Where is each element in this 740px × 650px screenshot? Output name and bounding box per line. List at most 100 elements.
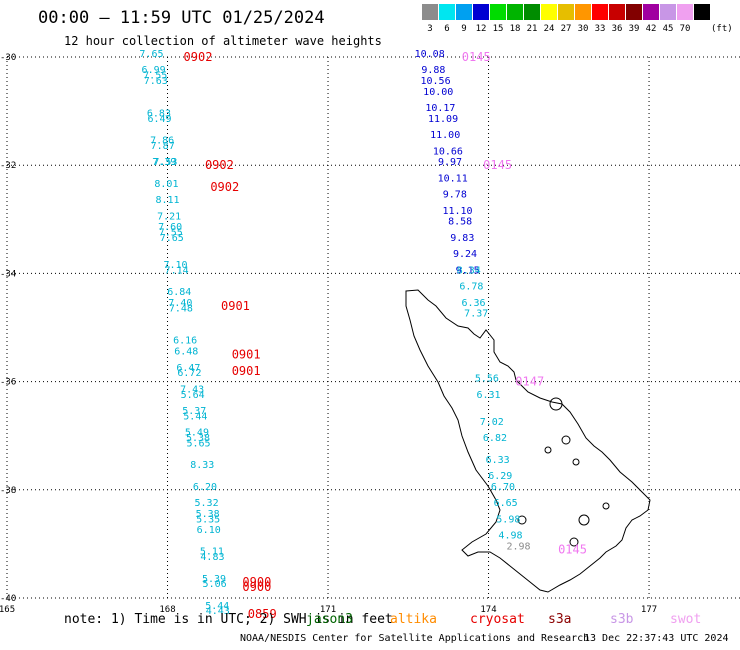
- wave-height-value: 2.98: [506, 541, 530, 552]
- colorbar-label: 36: [611, 24, 623, 34]
- colorbar-unit: (ft): [711, 24, 733, 34]
- colorbar-label: 24: [543, 24, 555, 34]
- wave-height-value: 5.56: [475, 374, 499, 385]
- pass-time-label: 0900: [242, 575, 271, 589]
- wave-height-value: 7.39: [152, 157, 176, 168]
- colorbar-swatch: [473, 4, 489, 20]
- x-tick-label: 171: [320, 605, 336, 615]
- wave-height-value: 5.11: [200, 547, 224, 558]
- wave-height-value: 9.15: [456, 265, 480, 276]
- wave-height-value: 9.83: [450, 233, 474, 244]
- wave-height-value: 6.47: [176, 363, 200, 374]
- wave-height-value: 5.06: [203, 579, 227, 590]
- wave-height-value: 6.49: [147, 114, 171, 125]
- wave-height-value: 7.37: [464, 309, 488, 320]
- coastline: [405, 289, 651, 593]
- wave-height-value: 6.83: [147, 109, 171, 120]
- wave-height-value: 6.31: [476, 390, 500, 401]
- colorbar-swatch: [609, 4, 625, 20]
- footer-source: NOAA/NESDIS Center for Satellite Applica…: [240, 633, 590, 644]
- wave-height-value: 10.11: [438, 173, 468, 184]
- island: [561, 435, 571, 445]
- wave-height-value: 7.02: [480, 417, 504, 428]
- wave-height-value: 10.56: [421, 76, 451, 87]
- new-zealand-coastline: [405, 289, 651, 593]
- colorbar-label: 39: [628, 24, 640, 34]
- pass-time-label: 0901: [232, 348, 261, 362]
- colorbar-swatch: [558, 4, 574, 20]
- wave-height-value: 8.33: [190, 460, 214, 471]
- wave-height-value: 5.44: [183, 411, 207, 422]
- colorbar-swatch: [677, 4, 693, 20]
- island: [544, 446, 552, 454]
- island: [578, 514, 590, 526]
- wave-height-value: 6.99: [142, 65, 166, 76]
- wave-height-value: 5.98: [496, 514, 520, 525]
- colorbar-label: 6: [444, 24, 450, 34]
- sat-label-altika: altika: [390, 612, 437, 627]
- footer-timestamp: 13 Dec 22:37:43 UTC 2024: [584, 633, 729, 644]
- y-tick-label: -32: [0, 161, 16, 171]
- wave-height-value: 6.65: [494, 498, 518, 509]
- pass-time-label: 0147: [515, 375, 544, 389]
- wave-height-value: 6.36: [462, 298, 486, 309]
- y-tick-label: -34: [0, 269, 16, 279]
- island: [602, 502, 610, 510]
- colorbar-swatch: [575, 4, 591, 20]
- colorbar-swatch: [626, 4, 642, 20]
- wave-height-value: 7.40: [168, 298, 192, 309]
- colorbar-label: 21: [526, 24, 538, 34]
- wave-height-value: 6.78: [459, 282, 483, 293]
- colorbar-label: 3: [427, 24, 433, 34]
- wave-height-value: 4.98: [498, 530, 522, 541]
- sat-label-cryosat: cryosat: [470, 612, 525, 627]
- wave-height-value: 6.16: [173, 336, 197, 347]
- y-tick-label: -38: [0, 486, 16, 496]
- colorbar-label: 18: [509, 24, 521, 34]
- wave-height-value: 7.53: [153, 157, 177, 168]
- colorbar-swatch: [524, 4, 540, 20]
- sat-label-swot: swot: [670, 612, 702, 627]
- colorbar-label: 27: [560, 24, 572, 34]
- colorbar-label: 12: [475, 24, 487, 34]
- colorbar-label: 9: [461, 24, 467, 34]
- wave-height-value: 7.14: [165, 265, 189, 276]
- wave-height-value: 5.32: [195, 498, 219, 509]
- wave-height-value: 5.38: [196, 509, 220, 520]
- island: [517, 515, 527, 525]
- wave-height-value: 6.20: [193, 482, 217, 493]
- colorbar-swatch: [541, 4, 557, 20]
- wave-height-value: 6.72: [177, 368, 201, 379]
- wave-height-value: 7.10: [163, 260, 187, 271]
- sat-label-s3a: s3a: [548, 612, 572, 627]
- wave-height-value: 6.82: [483, 433, 507, 444]
- wave-height-value: 5.49: [185, 428, 209, 439]
- wave-height-value: 4.83: [200, 552, 224, 563]
- chart-title: 00:00 – 11:59 UTC 01/25/2024: [38, 8, 325, 28]
- wave-height-value: 5.44: [205, 601, 229, 612]
- colorbar-label: 45: [662, 24, 674, 34]
- wave-height-value: 7.55: [143, 71, 167, 82]
- colorbar-label: 30: [577, 24, 589, 34]
- wave-height-value: 10.08: [415, 49, 445, 60]
- wave-height-value: 11.00: [430, 130, 460, 141]
- x-tick-label: 177: [641, 605, 657, 615]
- wave-height-value: 4.43: [206, 606, 230, 617]
- wave-height-value: 8.01: [154, 179, 178, 190]
- axes: 165 168 171 174 177 -30 -32 -34 -36 -38 -40: [0, 53, 657, 615]
- wave-height-value: 5.64: [181, 390, 205, 401]
- colorbar-swatch: [507, 4, 523, 20]
- wave-height-value: 9.97: [438, 157, 462, 168]
- wave-height-value: 7.60: [158, 222, 182, 233]
- wave-height-value: 5.38: [186, 433, 210, 444]
- grid-lines: [6, 56, 740, 599]
- wave-height-value: 7.43: [180, 384, 204, 395]
- pass-time-label: 0902: [210, 180, 239, 194]
- wave-height-value: 9.78: [443, 190, 467, 201]
- pass-time-label: 0901: [221, 299, 250, 313]
- pass-time-label: 0902: [184, 50, 213, 64]
- colorbar-swatch: [456, 4, 472, 20]
- x-tick-label: 174: [480, 605, 496, 615]
- wave-height-value: 7.65: [160, 233, 184, 244]
